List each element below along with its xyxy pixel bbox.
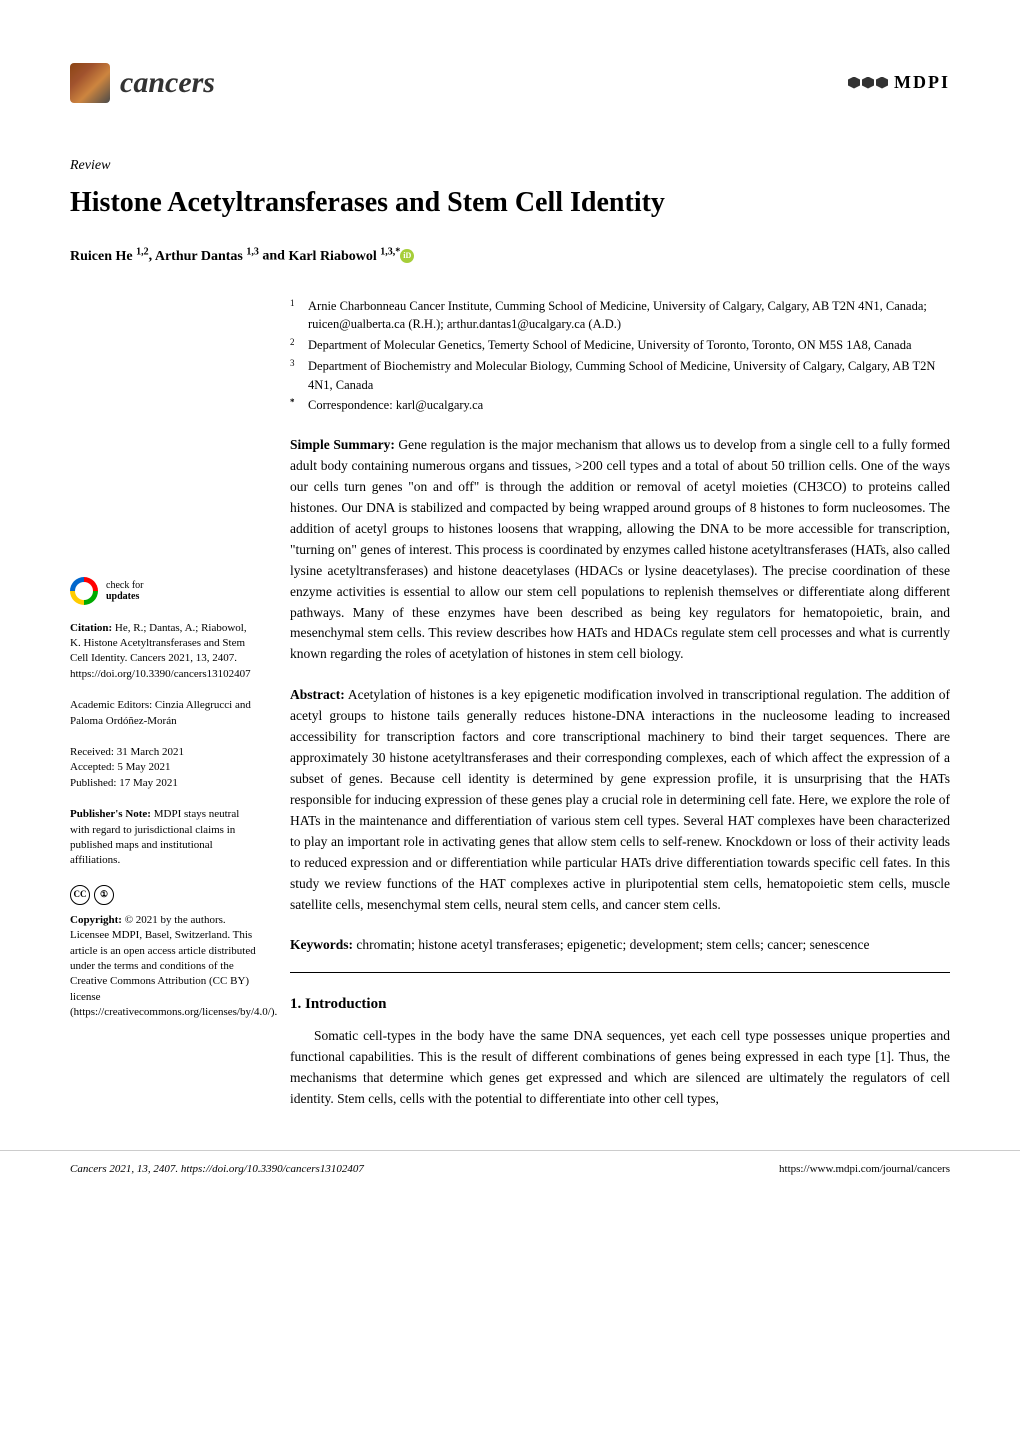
cc-license-badge[interactable]: CC ① [70,885,260,905]
editors-block: Academic Editors: Cinzia Allegrucci and … [70,698,260,729]
affiliations: 1 Arnie Charbonneau Cancer Institute, Cu… [290,297,950,416]
check-updates-badge[interactable]: check for updates [70,577,260,605]
check-updates-icon [70,577,98,605]
dates-block: Received: 31 March 2021 Accepted: 5 May … [70,745,260,791]
publishers-note-block: Publisher's Note: MDPI stays neutral wit… [70,807,260,869]
keywords: Keywords: chromatin; histone acetyl tran… [290,935,950,973]
authors-line: Ruicen He 1,2, Arthur Dantas 1,3 and Kar… [70,244,950,267]
affiliation-3: 3 Department of Biochemistry and Molecul… [290,357,950,395]
simple-summary: Simple Summary: Gene regulation is the m… [290,435,950,665]
cc-icon: CC [70,885,90,905]
sidebar-spacer [70,297,260,577]
orcid-icon[interactable] [400,249,414,263]
publisher-name: MDPI [894,69,950,96]
body-content: 1 Arnie Charbonneau Cancer Institute, Cu… [290,297,950,1110]
correspondence: * Correspondence: karl@ucalgary.ca [290,396,950,415]
footer-left: Cancers 2021, 13, 2407. https://doi.org/… [70,1161,364,1178]
journal-logo: cancers [70,60,215,105]
header: cancers MDPI [70,60,950,105]
citation-block: Citation: He, R.; Dantas, A.; Riabowol, … [70,621,260,683]
mdpi-hex-icon [848,77,888,89]
check-updates-text: check for updates [106,580,143,602]
section-1-heading: 1. Introduction [290,993,950,1016]
footer-right[interactable]: https://www.mdpi.com/journal/cancers [779,1161,950,1178]
by-icon: ① [94,885,114,905]
abstract: Abstract: Acetylation of histones is a k… [290,685,950,915]
author-1: Ruicen He 1,2 [70,249,149,264]
journal-name: cancers [120,60,215,105]
affiliation-2: 2 Department of Molecular Genetics, Teme… [290,336,950,355]
article-title: Histone Acetyltransferases and Stem Cell… [70,182,950,224]
section-1-body: Somatic cell-types in the body have the … [290,1026,950,1110]
copyright-block: Copyright: © 2021 by the authors. Licens… [70,913,260,1021]
author-2: Arthur Dantas 1,3 [155,249,259,264]
affiliation-1: 1 Arnie Charbonneau Cancer Institute, Cu… [290,297,950,335]
footer: Cancers 2021, 13, 2407. https://doi.org/… [0,1150,1020,1188]
main-content: check for updates Citation: He, R.; Dant… [70,297,950,1110]
author-3: Karl Riabowol 1,3,* [288,249,414,264]
sidebar: check for updates Citation: He, R.; Dant… [70,297,260,1110]
page-container: cancers MDPI Review Histone Acetyltransf… [0,0,1020,1150]
cancers-logo-icon [70,63,110,103]
publisher-logo: MDPI [848,69,950,96]
article-type: Review [70,155,950,176]
